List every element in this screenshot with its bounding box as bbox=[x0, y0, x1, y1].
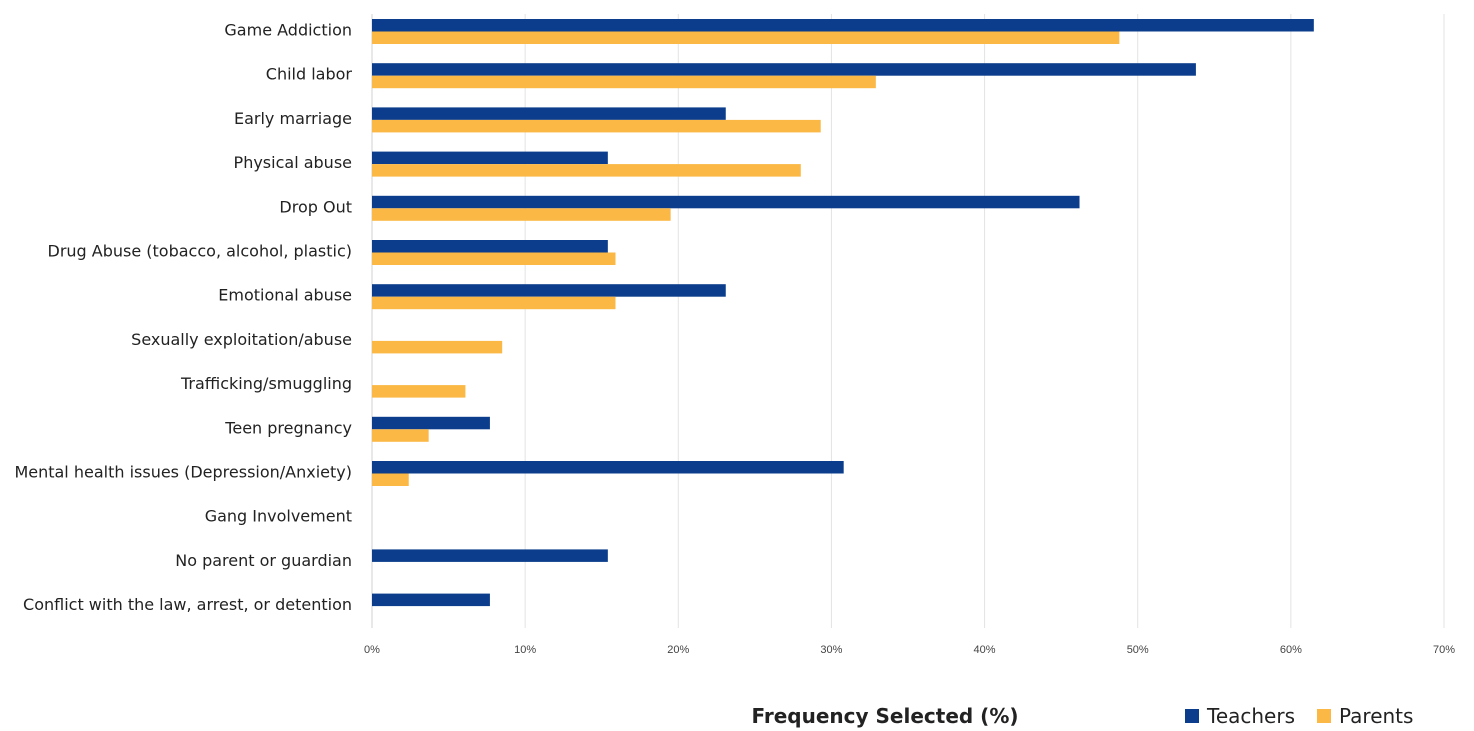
bar-parents bbox=[372, 385, 466, 398]
x-tick-label: 0% bbox=[364, 644, 380, 656]
category-label: Physical abuse bbox=[234, 153, 352, 172]
bar-parents bbox=[372, 164, 801, 177]
category-label: Conflict with the law, arrest, or detent… bbox=[23, 595, 352, 614]
legend-swatch-teachers bbox=[1185, 709, 1199, 723]
category-label: No parent or guardian bbox=[175, 551, 352, 570]
bar-parents bbox=[372, 252, 616, 265]
bars bbox=[372, 19, 1314, 607]
bar-teachers bbox=[372, 19, 1314, 32]
bar-parents bbox=[372, 75, 876, 89]
category-label: Mental health issues (Depression/Anxiety… bbox=[14, 463, 352, 482]
bar-parents bbox=[372, 429, 429, 442]
legend-swatch-parents bbox=[1317, 709, 1331, 723]
bar-parents bbox=[372, 208, 671, 221]
legend-item-teachers: Teachers bbox=[1185, 704, 1295, 728]
x-tick-label: 50% bbox=[1127, 644, 1149, 656]
category-label: Teen pregnancy bbox=[224, 418, 352, 437]
category-label: Sexually exploitation/abuse bbox=[131, 330, 352, 349]
bar-parents bbox=[372, 473, 409, 486]
x-tick-label: 30% bbox=[820, 644, 842, 656]
category-label: Trafficking/smuggling bbox=[180, 374, 352, 393]
bar-teachers bbox=[372, 195, 1080, 209]
category-label: Child labor bbox=[266, 65, 353, 84]
bar-teachers bbox=[372, 461, 844, 474]
bar-teachers bbox=[372, 63, 1196, 76]
bar-teachers bbox=[372, 593, 490, 607]
bar-teachers bbox=[372, 151, 608, 165]
x-tick-label: 10% bbox=[514, 644, 536, 656]
x-tick-label: 70% bbox=[1433, 644, 1455, 656]
category-label: Emotional abuse bbox=[218, 286, 352, 305]
category-label: Gang Involvement bbox=[205, 507, 352, 526]
legend-label-parents: Parents bbox=[1339, 704, 1414, 728]
bar-teachers bbox=[372, 240, 608, 253]
bar-teachers bbox=[372, 549, 608, 562]
grid-lines bbox=[371, 14, 1445, 628]
category-label: Drop Out bbox=[279, 197, 352, 216]
bar-teachers bbox=[372, 284, 726, 297]
category-label: Early marriage bbox=[234, 109, 352, 128]
bar-parents bbox=[372, 296, 616, 310]
bar-teachers bbox=[372, 107, 726, 120]
category-label: Drug Abuse (tobacco, alcohol, plastic) bbox=[48, 242, 353, 261]
x-tick-label: 40% bbox=[974, 644, 996, 656]
x-axis-label: Frequency Selected (%) bbox=[751, 704, 1019, 728]
category-labels: Game Addiction Child labor Early marriage P… bbox=[14, 21, 352, 615]
legend-item-parents: Parents bbox=[1317, 704, 1413, 728]
bar-parents bbox=[372, 119, 821, 133]
x-tick-label: 20% bbox=[667, 644, 689, 656]
legend: Teachers Parents bbox=[1185, 704, 1435, 728]
category-label: Game Addiction bbox=[224, 21, 352, 40]
legend-label-teachers: Teachers bbox=[1207, 704, 1295, 728]
x-tick-labels: 0% 10% 20% 30% 40% 50% 60% 70% bbox=[364, 644, 1455, 656]
bar-teachers bbox=[372, 416, 490, 430]
x-tick-label: 60% bbox=[1280, 644, 1302, 656]
bar-parents bbox=[372, 31, 1120, 44]
bar-parents bbox=[372, 340, 503, 354]
